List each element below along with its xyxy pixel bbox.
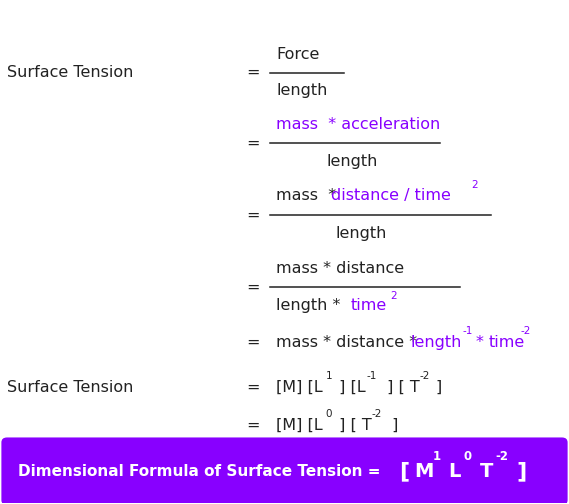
- Text: 1: 1: [433, 450, 441, 463]
- Text: mass  * acceleration: mass * acceleration: [276, 117, 440, 132]
- Text: mass  *: mass *: [276, 188, 341, 203]
- Text: distance / time: distance / time: [331, 188, 451, 203]
- Text: =: =: [246, 65, 260, 80]
- Text: length: length: [276, 83, 327, 98]
- Text: -1: -1: [463, 326, 473, 336]
- Text: time: time: [488, 335, 525, 350]
- Text: [M] [L: [M] [L: [276, 380, 323, 395]
- Text: Surface Tension: Surface Tension: [7, 380, 133, 395]
- Text: -1: -1: [366, 371, 377, 382]
- Text: length: length: [327, 154, 378, 169]
- Text: 0: 0: [326, 409, 332, 419]
- Text: mass * distance *: mass * distance *: [276, 335, 422, 350]
- Text: -2: -2: [495, 450, 508, 463]
- Text: M: M: [415, 462, 434, 481]
- Text: length: length: [336, 226, 387, 241]
- Text: Force: Force: [276, 46, 319, 61]
- Text: time: time: [351, 298, 387, 313]
- Text: [: [: [399, 461, 409, 481]
- Text: -2: -2: [420, 371, 430, 382]
- Text: =: =: [246, 136, 260, 151]
- Text: ] [ T: ] [ T: [335, 417, 372, 432]
- Text: ]: ]: [436, 380, 442, 395]
- Text: =: =: [246, 280, 260, 294]
- Text: Dimensional Formula of Surface Tension =: Dimensional Formula of Surface Tension =: [18, 464, 386, 479]
- Text: Surface Tension: Surface Tension: [7, 65, 133, 80]
- Text: =: =: [246, 335, 260, 350]
- Text: length *: length *: [276, 298, 345, 313]
- Text: T: T: [480, 462, 493, 481]
- Text: ] [L: ] [L: [335, 380, 366, 395]
- Text: 0: 0: [464, 450, 472, 463]
- Text: =: =: [246, 380, 260, 395]
- Text: 2: 2: [390, 291, 397, 300]
- FancyBboxPatch shape: [1, 437, 568, 504]
- Text: *: *: [476, 335, 489, 350]
- Text: =: =: [246, 208, 260, 222]
- Text: ]: ]: [517, 461, 527, 481]
- Text: ]: ]: [387, 417, 398, 432]
- Text: 2: 2: [471, 180, 478, 190]
- Text: [M] [L: [M] [L: [276, 417, 323, 432]
- Text: L: L: [449, 462, 461, 481]
- Text: ] [ T: ] [ T: [382, 380, 420, 395]
- Text: -2: -2: [371, 409, 381, 419]
- Text: length: length: [411, 335, 462, 350]
- Text: =: =: [246, 417, 260, 432]
- Text: 1: 1: [326, 371, 332, 382]
- Text: mass * distance: mass * distance: [276, 261, 404, 276]
- Text: -2: -2: [520, 326, 530, 336]
